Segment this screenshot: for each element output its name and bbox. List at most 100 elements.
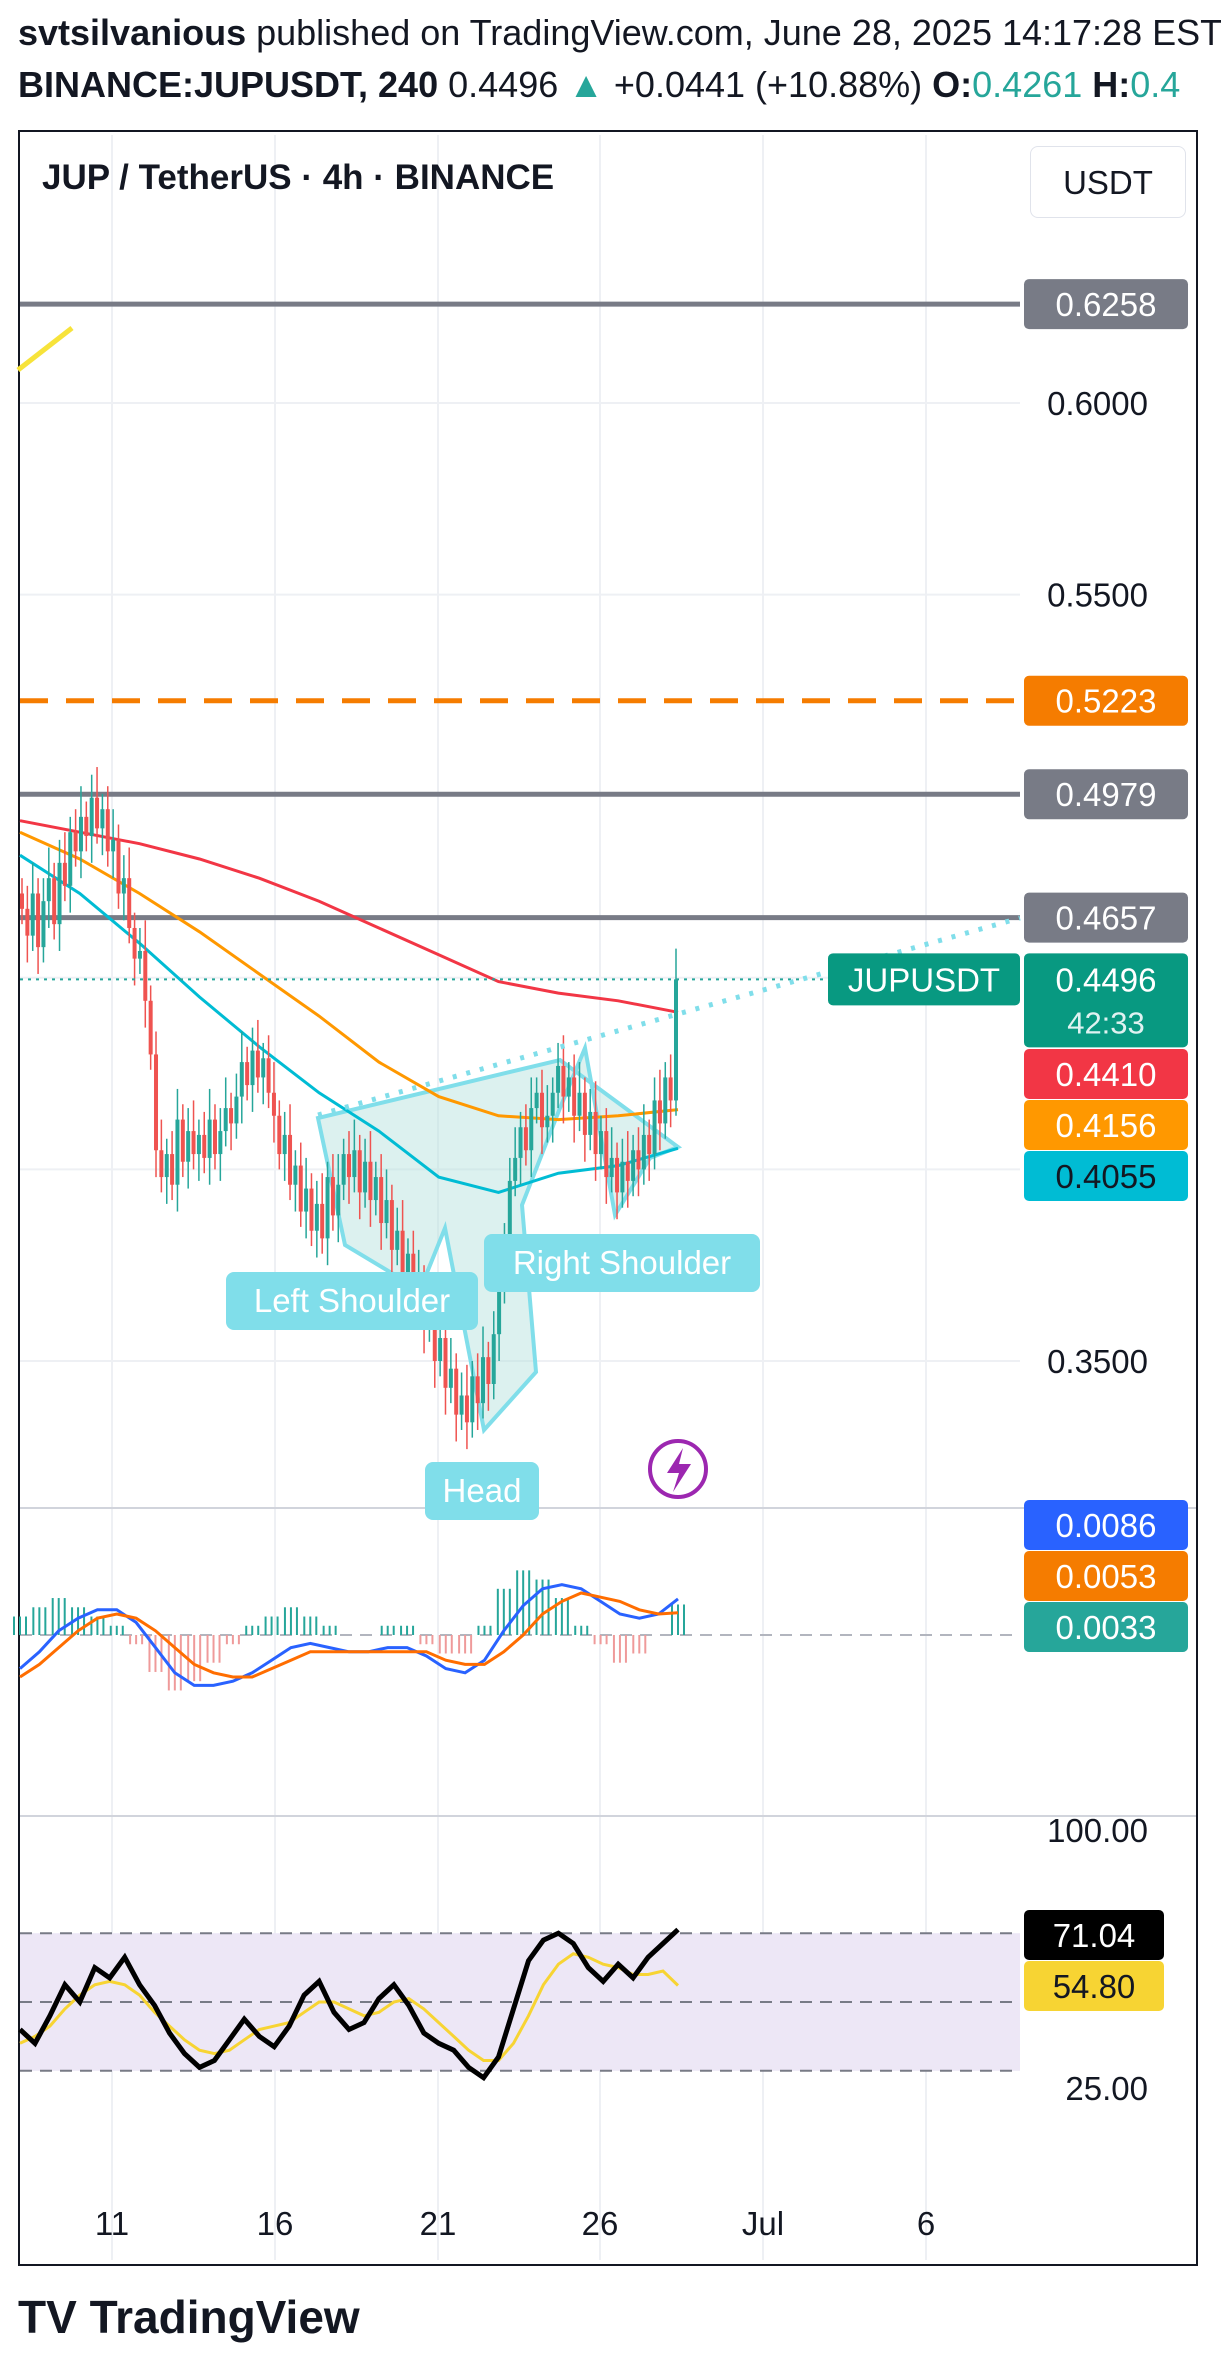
candle-body [486,1357,491,1384]
rsi-value-text: 54.80 [1053,1968,1136,2005]
candle-body [57,862,62,925]
candle-body [320,1203,325,1239]
candle-body [68,832,73,886]
candle-body [475,1376,480,1404]
candle-body [41,901,46,948]
price-tag-text: 0.4496 [1056,961,1157,998]
chart-frame [18,130,1198,2266]
candle-body [212,1119,217,1155]
open-label: O: [932,64,973,105]
candle-body [513,1157,518,1181]
candle-body [271,1092,276,1116]
candle-body [30,893,35,936]
candle-body [384,1200,389,1224]
candle-body [518,1127,523,1158]
candle-body [668,1077,673,1101]
candle-body [652,1100,657,1155]
level-price-tag [1024,769,1188,820]
candle-body [202,1134,207,1158]
rsi-value-tag [1024,1910,1164,1960]
y-tick-label: 0.5500 [1047,577,1148,614]
candle-body [266,1058,271,1093]
candle-body [84,816,89,837]
macd-value-text: 0.0086 [1056,1507,1157,1544]
left-shoulder-label-box [226,1272,478,1330]
candle-body [529,1108,534,1151]
candle-body [577,1092,582,1116]
candle-body [539,1092,544,1128]
author-name[interactable]: svtsilvanious [18,12,247,53]
candle-body [78,816,83,852]
candle-body [631,1150,636,1181]
level-price-text: 0.5223 [1056,683,1157,720]
candle-body [100,809,105,829]
candle-body [282,1134,287,1155]
ema-price-text: 0.4156 [1056,1107,1157,1144]
lightning-bolt-icon [667,1448,691,1492]
candle-body [330,1177,335,1216]
candle-body [657,1100,662,1124]
candle-body [556,1065,561,1093]
candle-body [663,1077,668,1124]
candle-body [448,1368,453,1388]
trendline-yellow [16,326,74,372]
candle-body [245,1062,250,1086]
candle-body [545,1115,550,1128]
level-price-tag [1024,675,1188,726]
candle-body [593,1111,598,1155]
candle-body [95,797,100,829]
candle-body [400,1230,405,1273]
price-tag [1024,953,1188,1048]
chart-title: JUP / TetherUS · 4h · BINANCE [42,158,555,197]
rsi-line [18,1927,680,2082]
candle-body [325,1177,330,1239]
signal-line [19,1591,679,1679]
candle-body [234,1096,239,1124]
candle-body [363,1161,368,1193]
candle-body [336,1184,341,1216]
candle-body [127,878,132,928]
rsi-tick-label: 100.00 [1047,1812,1148,1849]
x-tick-label: Jul [742,2205,784,2242]
candle-body [288,1134,293,1185]
ema-red-line [19,819,679,1014]
level-price-text: 0.4979 [1056,776,1157,813]
candle-body [523,1127,528,1151]
up-arrow-icon: ▲ [568,64,604,105]
candle-body [454,1368,459,1415]
candle-body [52,878,57,925]
y-tick-label: 0.6000 [1047,385,1148,422]
candle-body [491,1334,496,1384]
head-label-box [425,1462,539,1520]
candle-body [62,862,67,886]
candle-body [534,1092,539,1109]
candle-body [223,1108,228,1132]
candle-body [470,1376,475,1423]
candle-body [73,832,78,852]
candle-body [159,1150,164,1178]
candle-body [175,1119,180,1185]
symbol-info: BINANCE:JUPUSDT, 240 0.4496 ▲ +0.0441 (+… [18,64,1180,106]
tradingview-logo-icon: TV [18,2291,77,2343]
currency-button[interactable]: USDT [1030,146,1186,218]
candle-body [357,1150,362,1193]
candle-body [481,1357,486,1404]
candle-body [218,1131,223,1155]
candle-body [379,1177,384,1224]
right-shoulder-label-text: Right Shoulder [513,1244,731,1281]
candle-body [609,1157,614,1178]
candle-body [164,1154,169,1178]
ema-price-tag [1024,1100,1188,1150]
last-price: 0.4496 [448,64,559,105]
candle-body [132,927,137,959]
countdown-text: 42:33 [1067,1005,1145,1040]
candle-body [604,1131,609,1178]
publish-text: published on TradingView.com, June 28, 2… [256,12,1221,53]
candle-body [170,1154,175,1185]
candle-body [566,1077,571,1097]
lightning-icon [648,1439,708,1499]
candle-body [341,1154,346,1185]
ema-price-tag [1024,1151,1188,1201]
high-label: H: [1092,64,1131,105]
